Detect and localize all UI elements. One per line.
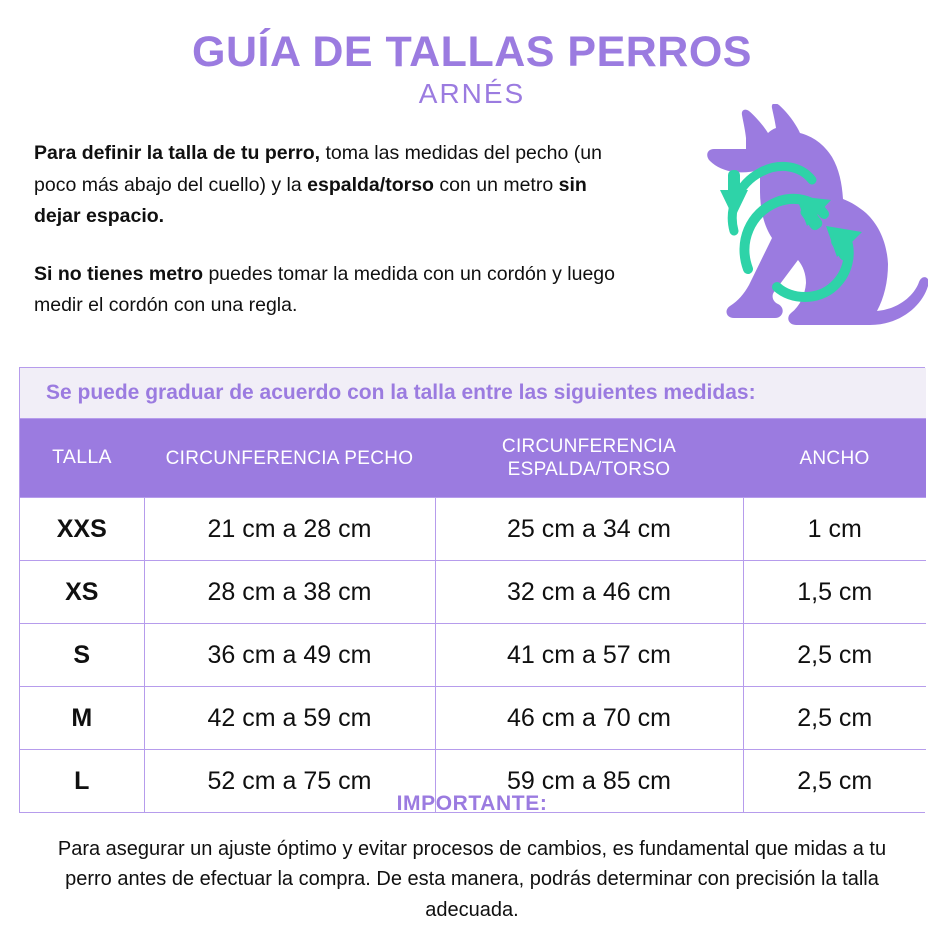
cell-talla: S — [20, 623, 145, 688]
cell-torso: 46 cm a 70 cm — [434, 686, 744, 751]
table-row: S 36 cm a 49 cm 41 cm a 57 cm 2,5 cm — [20, 623, 926, 688]
cell-talla: XS — [20, 560, 145, 625]
table-row: L 52 cm a 75 cm 59 cm a 85 cm 2,5 cm — [20, 749, 926, 813]
cell-talla: M — [20, 686, 145, 751]
footer-note: IMPORTANTE: Para asegurar un ajuste ópti… — [0, 792, 944, 925]
table-body: XXS 21 cm a 28 cm 25 cm a 34 cm 1 cm XS … — [20, 497, 926, 813]
torso-arrow-head-icon — [796, 196, 831, 231]
cell-ancho: 1 cm — [742, 497, 926, 562]
cell-talla: XXS — [20, 497, 145, 562]
cell-pecho: 42 cm a 59 cm — [143, 686, 436, 751]
column-header-circunferencia-pecho: CIRCUNFERENCIA PECHO — [144, 418, 435, 498]
header-row: TALLA CIRCUNFERENCIA PECHO CIRCUNFERENCI… — [20, 418, 926, 498]
column-header-torso-line1: CIRCUNFERENCIA — [501, 436, 677, 457]
cell-ancho: 2,5 cm — [742, 686, 926, 751]
important-heading: IMPORTANTE: — [396, 792, 548, 815]
cell-ancho: 1,5 cm — [742, 560, 926, 625]
table-row: XS 28 cm a 38 cm 32 cm a 46 cm 1,5 cm — [20, 560, 926, 625]
chest-arrow-head-icon — [720, 170, 748, 219]
cell-torso: 59 cm a 85 cm — [434, 749, 744, 813]
table-row: XXS 21 cm a 28 cm 25 cm a 34 cm 1 cm — [20, 497, 926, 562]
cell-pecho: 21 cm a 28 cm — [143, 497, 436, 562]
intro-paragraph-2: Si no tienes metro puedes tomar la medid… — [34, 259, 634, 322]
sitting-dog-illustration — [676, 104, 928, 342]
column-header-torso-line2: ESPALDA/TORSO — [507, 459, 671, 481]
intro-bold-no-tape: Si no tienes metro — [34, 262, 204, 285]
column-header-talla: TALLA — [20, 418, 144, 498]
intro-bold-define-size: Para definir la talla de tu perro, — [34, 142, 321, 164]
page-header: GUÍA DE TALLAS PERROS ARNÉS — [0, 0, 944, 110]
size-table-container: Se puede graduar de acuerdo con la talla… — [19, 367, 926, 814]
belly-arrow-head-icon — [826, 226, 862, 261]
cell-torso: 32 cm a 46 cm — [434, 560, 744, 625]
cell-ancho: 2,5 cm — [742, 749, 926, 813]
cell-pecho: 36 cm a 49 cm — [143, 623, 436, 688]
intro-instructions: Para definir la talla de tu perro, toma … — [34, 138, 634, 322]
size-table: Se puede graduar de acuerdo con la talla… — [20, 368, 926, 813]
table-head: Se puede graduar de acuerdo con la talla… — [20, 368, 926, 419]
cell-torso: 41 cm a 57 cm — [434, 623, 744, 688]
column-header-ancho: ANCHO — [743, 418, 926, 498]
table-banner-text: Se puede graduar de acuerdo con la talla… — [20, 368, 926, 419]
column-header-circunferencia-espalda-torso: CIRCUNFERENCIA ESPALDA/TORSO — [435, 418, 743, 498]
intro-text-3: puedes tomar la medida con un cordón y l… — [34, 262, 615, 317]
cell-pecho: 28 cm a 38 cm — [143, 560, 436, 625]
footer-body-text: Para asegurar un ajuste óptimo y evitar … — [57, 838, 887, 921]
intro-text-1: toma las medidas del pecho (un poco más … — [34, 142, 602, 196]
page-title: GUÍA DE TALLAS PERROS — [192, 28, 752, 76]
table-row: M 42 cm a 59 cm 46 cm a 70 cm 2,5 cm — [20, 686, 926, 751]
intro-text-2: con un metro — [433, 173, 559, 196]
page-subtitle: ARNÉS — [418, 78, 526, 110]
intro-bold-back-torso: espalda/torso — [307, 173, 434, 196]
cell-torso: 25 cm a 34 cm — [434, 497, 744, 562]
cell-talla: L — [20, 749, 145, 813]
table-banner-row: Se puede graduar de acuerdo con la talla… — [20, 368, 926, 419]
table-column-headers: TALLA CIRCUNFERENCIA PECHO CIRCUNFERENCI… — [20, 418, 926, 498]
cell-ancho: 2,5 cm — [742, 623, 926, 688]
intro-paragraph-1: Para definir la talla de tu perro, toma … — [34, 138, 634, 233]
cell-pecho: 52 cm a 75 cm — [143, 749, 436, 813]
intro-bold-no-space: sin dejar espacio. — [34, 173, 587, 228]
